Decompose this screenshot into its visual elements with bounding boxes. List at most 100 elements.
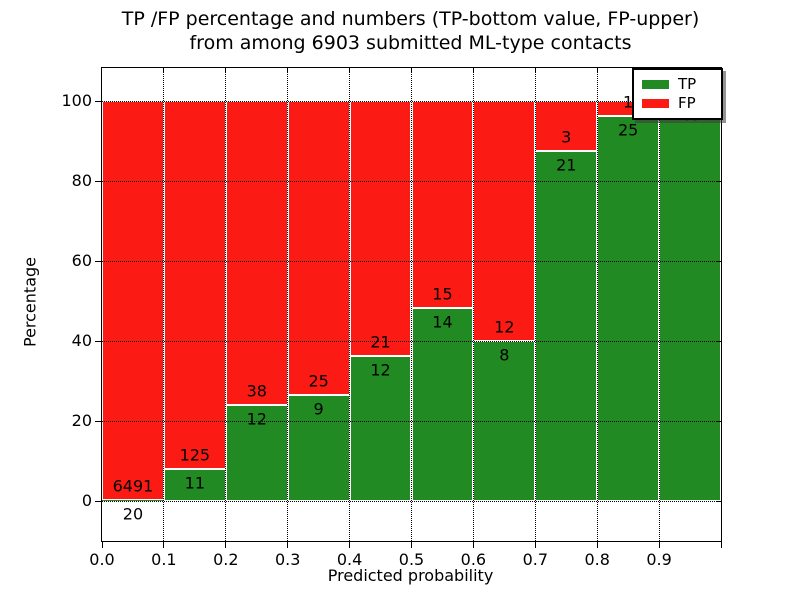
tick-mark: [534, 542, 536, 548]
fp-count-label: 3: [561, 127, 572, 147]
chart-title-line1: TP /FP percentage and numbers (TP-bottom…: [121, 8, 700, 30]
tick-mark: [716, 420, 721, 422]
fp-bar-segment: [102, 101, 164, 500]
tp-count-label: 20: [122, 504, 144, 524]
tick-mark: [163, 542, 165, 548]
v-gridline: [163, 68, 165, 541]
fp-bar-segment: [225, 101, 288, 405]
x-tick-label: 0.2: [213, 550, 239, 569]
x-tick-label: 0.0: [89, 550, 115, 569]
x-tick-label: 0.8: [584, 550, 610, 569]
fp-bar-segment: [349, 101, 412, 356]
tp-legend-swatch: [642, 80, 669, 89]
tick-mark: [596, 68, 598, 73]
tick-mark: [94, 100, 101, 102]
v-gridline: [472, 68, 474, 541]
v-gridline: [411, 68, 412, 541]
legend-item-fp: FP: [642, 94, 714, 113]
x-tick-label: 0.1: [151, 550, 177, 569]
tick-mark: [716, 340, 721, 342]
fp-bar-segment: [163, 101, 226, 469]
tp-bar-segment: [287, 395, 350, 501]
fp-count-label: 38: [246, 381, 267, 401]
fp-bar-segment: [411, 101, 474, 308]
tick-mark: [596, 542, 598, 548]
y-tick-label: 60: [71, 251, 92, 270]
fp-count-label: 25: [308, 371, 329, 391]
fp-bar-segment: [535, 101, 598, 151]
fp-count-label: 125: [179, 445, 211, 465]
tick-mark: [94, 420, 101, 422]
tp-count-label: 12: [246, 409, 267, 429]
tp-count-label: 21: [556, 155, 577, 175]
v-gridline: [596, 68, 598, 541]
v-gridline: [658, 68, 660, 541]
tick-mark: [534, 68, 536, 73]
y-tick-label: 40: [71, 331, 92, 350]
x-axis-label: Predicted probability: [327, 566, 494, 585]
x-tick-label: 0.5: [398, 550, 425, 569]
tick-mark: [658, 542, 660, 548]
tp-bar-segment: [659, 101, 721, 501]
fp-count-label: 21: [370, 332, 391, 352]
chart-title: TP /FP percentage and numbers (TP-bottom…: [101, 7, 720, 55]
tp-bar-segment: [535, 151, 598, 501]
tp-count-label: 9: [313, 399, 324, 419]
tick-mark: [411, 542, 412, 548]
y-axis-label: Percentage: [20, 256, 40, 348]
tick-mark: [716, 180, 721, 182]
tick-mark: [94, 260, 101, 262]
plot-area: 0.0 0.1 0.2 0.3 0.4 0.5 0.6 0.7 0.8 0.9 0 20 40 60 80 1…: [61, 67, 723, 569]
tp-bar-segment: [163, 468, 226, 501]
y-tick-label: 100: [61, 91, 92, 110]
tick-mark: [225, 68, 227, 73]
tick-mark: [94, 340, 101, 342]
tp-count-label: 12: [370, 360, 391, 380]
tick-mark: [287, 542, 289, 548]
legend: TP FP: [632, 68, 723, 120]
fp-count-label: 6491: [112, 476, 154, 496]
tick-mark: [287, 68, 289, 73]
chart-title-line2: from among 6903 submitted ML-type contac…: [189, 32, 632, 54]
y-tick-label: 0: [81, 491, 92, 510]
fp-legend-swatch: [642, 99, 669, 108]
x-tick-label: 0.7: [522, 550, 549, 569]
fp-count-label: 1: [623, 92, 634, 112]
tick-mark: [94, 500, 101, 502]
legend-item-tp: TP: [642, 75, 714, 94]
fp-bar-segment: [287, 101, 350, 396]
fp-legend-label: FP: [678, 94, 696, 112]
tp-count-label: 8: [499, 345, 510, 365]
v-gridline: [349, 68, 351, 541]
tick-mark: [472, 542, 474, 548]
y-tick-label: 20: [71, 411, 92, 430]
tp-count-label: 14: [432, 312, 453, 332]
x-tick-label: 0.4: [336, 550, 363, 569]
fp-count-label: 12: [494, 317, 515, 337]
v-gridline: [225, 68, 227, 541]
x-tick-label: 0.3: [274, 550, 301, 569]
tp-count-label: 25: [617, 120, 639, 140]
x-tick-label: 0.9: [646, 550, 672, 569]
tick-mark: [349, 542, 351, 548]
tick-mark: [225, 542, 227, 548]
tick-mark: [349, 68, 351, 73]
tp-bar-segment: [411, 307, 474, 501]
y-tick-label: 80: [71, 171, 92, 190]
tick-mark: [716, 500, 721, 502]
tick-mark: [472, 68, 474, 73]
tp-count-label: 11: [184, 473, 206, 493]
tp-bar-segment: [597, 116, 660, 501]
tick-mark: [411, 68, 412, 73]
tick-mark: [716, 260, 721, 262]
tick-mark: [163, 68, 165, 73]
tp-legend-label: TP: [678, 75, 697, 93]
fp-count-label: 15: [432, 284, 453, 304]
tp-bar-segment: [102, 499, 164, 501]
tick-mark: [101, 542, 103, 548]
x-tick-label: 0.6: [460, 550, 487, 569]
tick-mark: [94, 180, 101, 182]
tick-mark: [720, 542, 722, 548]
v-gridline: [287, 68, 289, 541]
